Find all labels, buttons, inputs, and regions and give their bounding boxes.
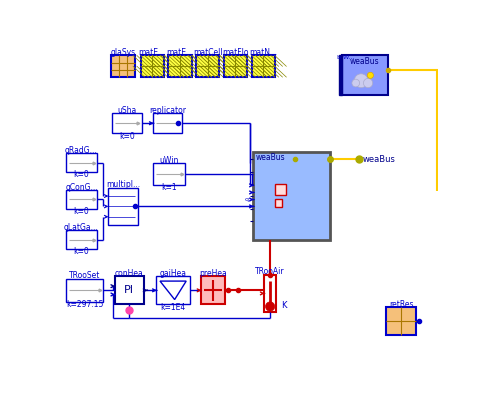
Circle shape [354,74,368,88]
Bar [66,230,97,249]
Bar [275,184,285,195]
Text: replicator: replicator [149,106,186,115]
Text: gaiHea: gaiHea [160,269,186,278]
Text: conHea: conHea [115,269,143,278]
Text: uWin: uWin [160,156,179,165]
Text: weaBus: weaBus [363,155,395,164]
Text: glaSys: glaSys [110,48,136,57]
Bar [252,55,275,77]
Bar [153,113,183,133]
Bar [66,190,97,209]
Bar [201,277,225,304]
Text: qConG...: qConG... [65,182,98,192]
Bar [264,275,276,312]
Text: matN...: matN... [249,48,277,57]
Text: PI: PI [124,285,134,296]
Text: k=0: k=0 [119,132,135,141]
Text: b W...: b W... [337,55,354,60]
Text: k=0: k=0 [74,170,89,179]
Bar [112,113,142,133]
Text: q: q [245,197,249,202]
Text: TRooSet: TRooSet [69,271,100,280]
Text: TRooAir: TRooAir [255,267,285,276]
Text: k=0: k=0 [74,207,89,216]
Text: k=1: k=1 [162,183,177,192]
Bar [168,55,192,77]
Text: k=297.15: k=297.15 [66,300,103,309]
Circle shape [352,79,360,87]
Text: K: K [281,301,286,310]
Text: qRadG...: qRadG... [65,145,98,155]
Circle shape [364,79,373,88]
Text: k=0: k=0 [74,247,89,256]
Text: weaBus: weaBus [255,153,285,162]
Circle shape [265,302,275,311]
Bar [153,163,185,185]
Bar [115,277,144,304]
Text: multipl...: multipl... [106,180,140,189]
Circle shape [367,72,373,79]
Text: preHea: preHea [199,269,227,278]
Text: retRes: retRes [389,300,413,309]
Text: uSha: uSha [117,106,137,115]
Bar [342,55,388,95]
Bar [66,279,103,302]
Text: weaBus: weaBus [350,57,380,66]
Text: matE...: matE... [166,48,194,57]
Bar [196,55,219,77]
Bar [224,55,247,77]
Text: matE...: matE... [139,48,166,57]
Text: matCell: matCell [193,48,223,57]
Bar [386,307,416,335]
Bar [156,277,190,304]
Bar [111,55,135,77]
Bar [253,152,330,240]
Bar [275,199,283,207]
Bar [141,55,164,77]
Text: qLatGa...: qLatGa... [64,223,99,232]
Text: matFlo: matFlo [222,48,249,57]
Text: k=1E4: k=1E4 [161,303,186,312]
Bar [339,55,342,95]
Bar [66,153,97,172]
Bar [108,188,138,225]
Polygon shape [160,281,186,300]
